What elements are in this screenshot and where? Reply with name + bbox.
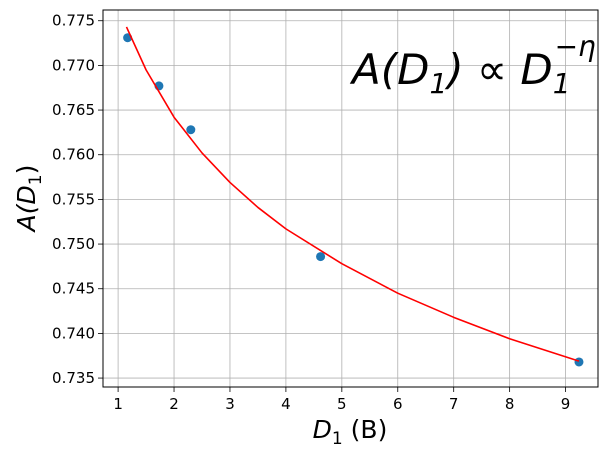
y-tick-label: 0.775 (52, 12, 95, 30)
point (574, 357, 584, 367)
y-label-sub: 1 (26, 174, 46, 185)
x-tick-label: 5 (337, 395, 347, 413)
y-label-rest: ) (12, 165, 41, 175)
y-axis-label: A(D1) (12, 165, 46, 234)
y-tick-label: 0.740 (52, 324, 95, 342)
y-label-base: A(D (12, 185, 41, 233)
y-tick-label: 0.760 (52, 146, 95, 164)
x-tick-label: 8 (505, 395, 515, 413)
point (186, 125, 196, 135)
plot-frame (102, 9, 599, 388)
x-tick-label: 4 (281, 395, 291, 413)
annotation-mid: ) ∝ D (444, 45, 552, 94)
x-tick-label: 7 (449, 395, 459, 413)
x-label-rest: (B) (343, 415, 388, 444)
y-tick-label: 0.735 (52, 369, 95, 387)
annotation-sub: 1 (553, 67, 571, 100)
annotation-sub: 1 (429, 67, 447, 100)
x-axis-label: D1 (B) (313, 415, 388, 449)
fit-line (125, 26, 580, 362)
x-label-sub: 1 (332, 429, 343, 449)
y-tick-label: 0.750 (52, 235, 95, 253)
x-label-base: D (313, 415, 332, 444)
y-tick-label: 0.765 (52, 101, 95, 119)
point (316, 252, 326, 262)
annotation: A(D1) ∝ D1−η (349, 30, 596, 100)
y-tick-label: 0.745 (52, 280, 95, 298)
y-tick-label: 0.770 (52, 56, 95, 74)
annotation-exponent: −η (555, 30, 596, 63)
x-tick-label: 9 (561, 395, 571, 413)
y-tick-label: 0.755 (52, 190, 95, 208)
x-tick-label: 6 (393, 395, 403, 413)
x-tick-label: 1 (113, 395, 123, 413)
x-tick-label: 2 (169, 395, 179, 413)
x-tick-label: 3 (225, 395, 235, 413)
annotation-base: A(D (349, 45, 429, 94)
